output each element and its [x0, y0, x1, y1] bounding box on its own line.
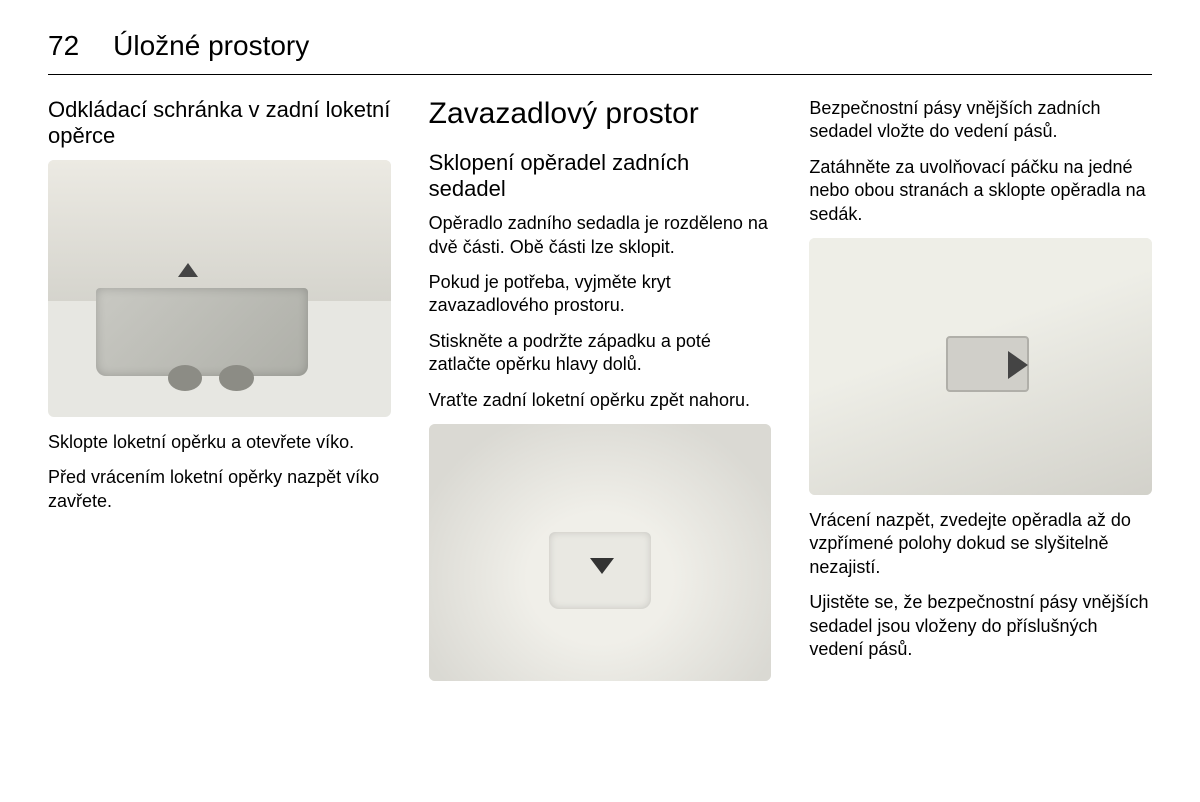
lever-illustration: [809, 238, 1152, 495]
mid-paragraph: Pokud je potřeba, vyjměte kryt zavazadlo…: [429, 271, 772, 318]
armrest-illustration: [48, 160, 391, 417]
right-paragraph: Bezpečnostní pásy vnějších zadních sedad…: [809, 97, 1152, 144]
content-columns: Odkládací schránka v zadní loketní opěrc…: [48, 97, 1152, 695]
left-paragraph: Před vrácením loketní opěrky nazpět víko…: [48, 466, 391, 513]
manual-page: 72 Úložné prostory Odkládací schránka v …: [0, 0, 1200, 802]
mid-sub-heading: Sklopení opěradel zadních sedadel: [429, 150, 772, 203]
mid-paragraph: Stiskněte a podržte západku a poté zatla…: [429, 330, 772, 377]
mid-main-heading: Zavazadlový prostor: [429, 97, 772, 132]
left-heading: Odkládací schránka v zadní loketní opěrc…: [48, 97, 391, 150]
mid-paragraph: Opěradlo zadního sedadla je rozděleno na…: [429, 212, 772, 259]
headrest-illustration: [429, 424, 772, 681]
right-paragraph: Vrácení nazpět, zvedejte opěradla až do …: [809, 509, 1152, 579]
right-paragraph: Ujistěte se, že bezpečnostní pásy vnější…: [809, 591, 1152, 661]
column-left: Odkládací schránka v zadní loketní opěrc…: [48, 97, 391, 695]
right-paragraph: Zatáhněte za uvolňovací páčku na jedné n…: [809, 156, 1152, 226]
mid-paragraph: Vraťte zadní loketní opěrku zpět nahoru.: [429, 389, 772, 412]
section-title: Úložné prostory: [113, 30, 309, 62]
left-paragraph: Sklopte loketní opěrku a otevřete víko.: [48, 431, 391, 454]
page-number: 72: [48, 30, 79, 62]
column-middle: Zavazadlový prostor Sklopení opěradel za…: [429, 97, 772, 695]
page-header: 72 Úložné prostory: [48, 30, 1152, 75]
column-right: Bezpečnostní pásy vnějších zadních sedad…: [809, 97, 1152, 695]
